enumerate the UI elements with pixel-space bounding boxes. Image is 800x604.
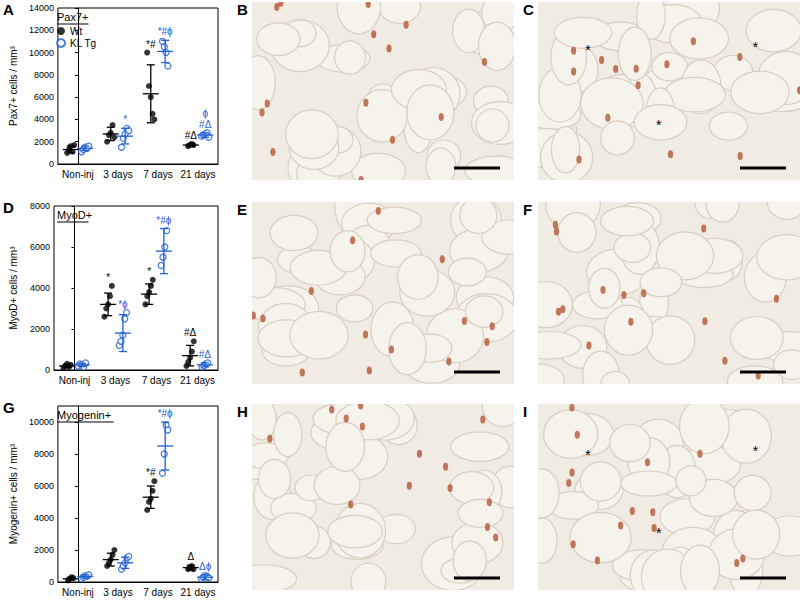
svg-text:Δϕ: Δϕ [199, 561, 212, 572]
svg-text:14000: 14000 [29, 3, 54, 13]
svg-text:4000: 4000 [34, 114, 54, 124]
svg-text:*: * [585, 42, 591, 58]
html-text:B: B [237, 1, 248, 18]
svg-text:*: * [753, 443, 759, 459]
svg-text:4000: 4000 [34, 513, 54, 523]
svg-text:0: 0 [49, 577, 54, 587]
svg-text:Δ: Δ [187, 551, 194, 562]
svg-text:8000: 8000 [34, 449, 54, 459]
svg-text:6000: 6000 [34, 481, 54, 491]
svg-text:7 days: 7 days [142, 375, 171, 386]
svg-text:*#: *# [146, 39, 156, 50]
svg-text:4000: 4000 [30, 283, 50, 293]
svg-text:#Δ: #Δ [185, 130, 198, 141]
svg-text:12000: 12000 [29, 25, 54, 35]
svg-text:0: 0 [49, 159, 54, 169]
html-text:G: G [3, 399, 15, 416]
svg-text:3 days: 3 days [103, 169, 132, 180]
svg-text:8000: 8000 [30, 201, 50, 211]
svg-text:*: * [123, 114, 127, 125]
svg-text:*#ϕ: *#ϕ [158, 408, 173, 419]
html-text:I: I [523, 403, 528, 420]
svg-text:Myogenin+ cells / mm³: Myogenin+ cells / mm³ [8, 443, 19, 544]
html-text:C: C [523, 1, 534, 18]
svg-text:Non-inj: Non-inj [62, 587, 94, 598]
svg-text:21 days: 21 days [180, 169, 215, 180]
svg-text:8000: 8000 [34, 70, 54, 80]
svg-text:*ϕ: *ϕ [118, 299, 128, 310]
svg-text:KL Tg: KL Tg [70, 38, 96, 49]
svg-text:#Δ: #Δ [199, 119, 212, 130]
svg-text:*: * [656, 525, 662, 541]
svg-text:Myogenin+: Myogenin+ [57, 409, 111, 421]
html-text:A: A [3, 1, 14, 18]
svg-text:*: * [585, 447, 591, 463]
svg-text:10000: 10000 [29, 417, 54, 427]
svg-text:2000: 2000 [30, 324, 50, 334]
svg-text:6000: 6000 [34, 92, 54, 102]
html-text:D: D [3, 199, 14, 216]
svg-text:21 days: 21 days [180, 375, 215, 386]
html-text:F: F [523, 201, 533, 218]
svg-text:Pax7+ cells / mm³: Pax7+ cells / mm³ [8, 45, 19, 125]
svg-text:2000: 2000 [34, 545, 54, 555]
svg-text:Pax7+: Pax7+ [57, 11, 89, 23]
svg-text:7 days: 7 days [143, 169, 172, 180]
svg-text:ϕ: ϕ [202, 108, 208, 119]
svg-text:*: * [753, 39, 759, 55]
svg-text:2000: 2000 [34, 137, 54, 147]
svg-text:3 days: 3 days [101, 375, 130, 386]
svg-text:Non-inj: Non-inj [59, 375, 91, 386]
svg-text:6000: 6000 [30, 242, 50, 252]
svg-text:Wt: Wt [70, 26, 82, 37]
svg-text:#Δ: #Δ [199, 349, 212, 360]
svg-text:21 days: 21 days [180, 587, 215, 598]
svg-text:*: * [106, 272, 110, 283]
svg-text:MyoD+: MyoD+ [57, 208, 93, 221]
svg-text:*#ϕ: *#ϕ [158, 26, 173, 37]
svg-text:3 days: 3 days [103, 587, 132, 598]
svg-text:0: 0 [45, 365, 50, 375]
svg-text:#Δ: #Δ [184, 327, 197, 338]
svg-text:10000: 10000 [29, 48, 54, 58]
html-text:H: H [237, 403, 248, 420]
svg-text:MyoD+ cells / mm³: MyoD+ cells / mm³ [8, 246, 19, 330]
svg-text:*: * [147, 266, 151, 277]
svg-text:Non-inj: Non-inj [62, 169, 94, 180]
html-text:E: E [237, 201, 247, 218]
svg-text:*#: *# [146, 467, 156, 478]
svg-text:*#ϕ: *#ϕ [156, 215, 171, 226]
svg-text:*: * [656, 117, 662, 133]
svg-text:7 days: 7 days [143, 587, 172, 598]
